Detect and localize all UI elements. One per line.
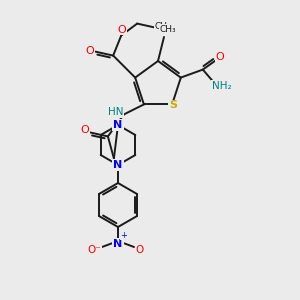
Text: O: O [86,46,94,56]
Text: N: N [113,120,123,130]
Text: O: O [215,52,224,61]
Text: +: + [121,230,128,239]
Text: O⁻: O⁻ [87,245,101,255]
Text: NH₂: NH₂ [212,81,232,91]
Text: S: S [169,100,177,110]
Text: O: O [118,25,127,34]
Text: O: O [80,125,89,135]
Text: HN: HN [108,107,124,117]
Text: CH₃: CH₃ [160,25,176,34]
Text: CH₃: CH₃ [155,22,172,31]
Text: N: N [113,239,123,249]
Text: O: O [136,245,144,255]
Text: N: N [113,160,123,170]
